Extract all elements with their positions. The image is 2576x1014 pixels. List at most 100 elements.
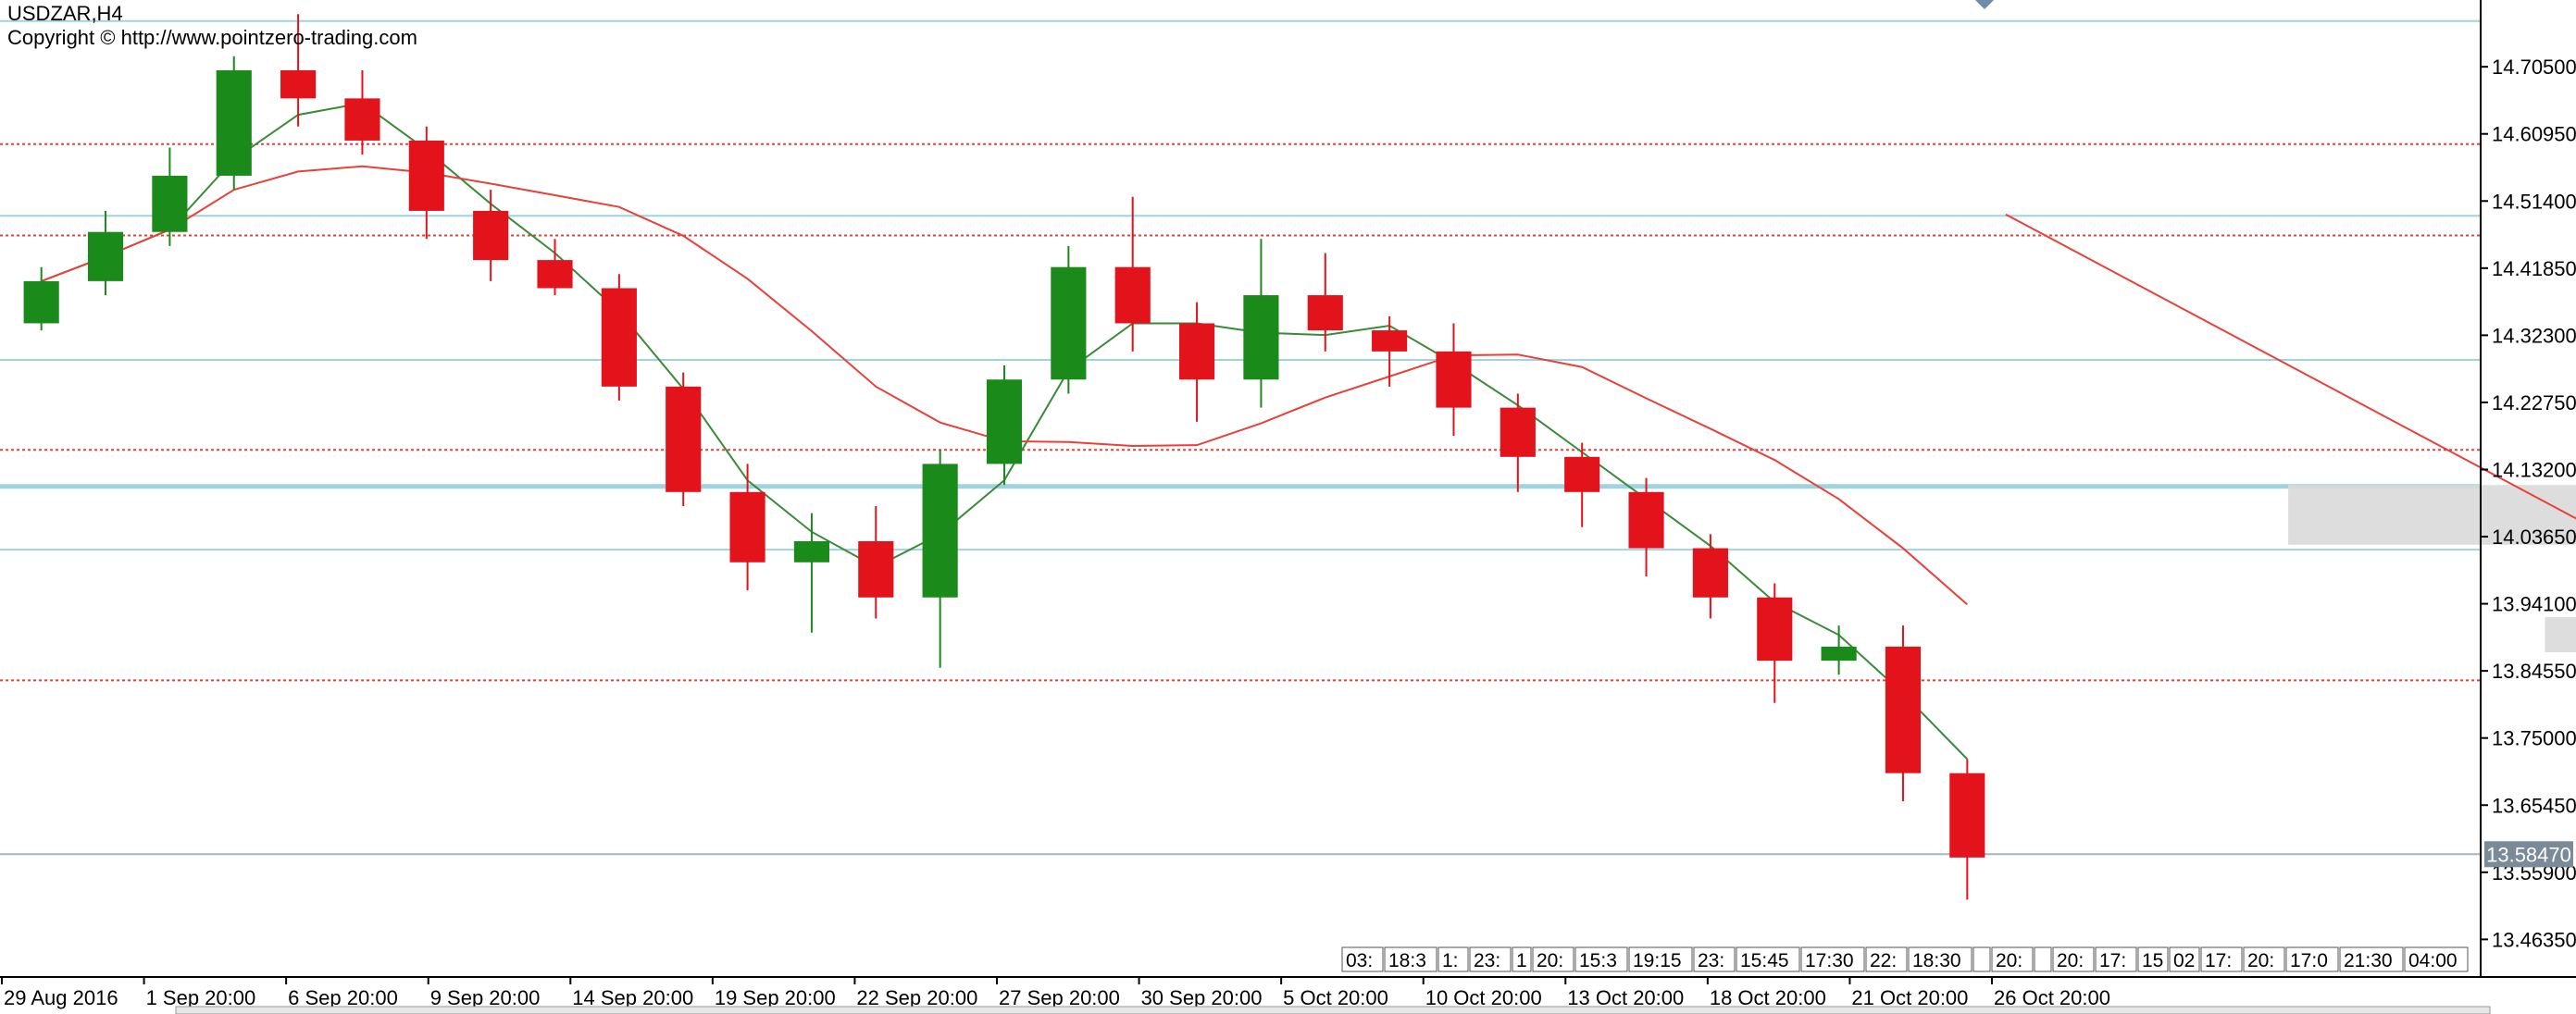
candle-body-5 [344,98,380,141]
y-tick-label-5: 14.22750 [2492,391,2576,414]
period-label-box-18 [2137,946,2169,972]
y-tick-label-7: 14.03650 [2492,526,2576,549]
candle-body-29 [1885,646,1922,773]
candle-body-28 [1821,646,1857,662]
period-label-box-22 [2285,946,2339,972]
trendline-group [2005,213,2576,520]
chart-copyright: Copyright © http://www.pointzero-trading… [7,26,417,49]
x-tick-label-13: 21 Oct 20:00 [1851,986,1968,1009]
trendline [2005,213,2576,520]
current-price-label: 13.58470 [2486,843,2571,866]
horizontal-levels [0,19,2481,856]
x-tick-label-11: 13 Oct 20:00 [1567,986,1684,1009]
y-tick-label-13: 13.46350 [2492,928,2576,951]
candle-body-23 [1500,407,1536,457]
period-label-10: 17:30 [1805,950,1854,971]
period-label-21: 20: [2247,950,2274,971]
candle-body-13 [858,540,894,598]
x-tick-label-4: 14 Sep 20:00 [572,986,693,1009]
period-label-box-13 [1972,946,1991,972]
x-tick-label-3: 9 Sep 20:00 [430,986,541,1009]
candle-body-21 [1372,330,1408,352]
x-tick-label-8: 30 Sep 20:00 [1141,986,1263,1009]
x-tick-label-5: 19 Sep 20:00 [715,986,836,1009]
x-tick-label-7: 27 Sep 20:00 [999,986,1120,1009]
candle-body-2 [152,175,188,232]
candle-body-0 [23,280,59,324]
period-label-19: 02 [2173,950,2195,971]
candle-body-17 [1114,266,1151,324]
candle-body-22 [1436,351,1472,408]
x-tick-label-6: 22 Sep 20:00 [856,986,977,1009]
period-label-box-23 [2339,946,2404,972]
period-label-24: 04:00 [2408,950,2458,971]
current-price-tag: 13.58470 [2484,841,2573,868]
period-label-16: 20: [2057,950,2084,971]
y-tick-label-10: 13.75000 [2492,727,2576,750]
candle-body-1 [87,231,124,281]
period-label-box-14 [1991,946,2034,972]
price-axis-ticks: 14.70500 14.60950 14.51400 14.41850 14.32300… [2481,56,2576,951]
candle-body-9 [601,288,637,387]
period-label-box-21 [2243,946,2285,972]
period-label-box-6 [1574,946,1628,972]
candle-body-12 [793,540,830,563]
period-label-box-10 [1800,946,1865,972]
candle-body-18 [1178,323,1215,380]
y-tick-label-2: 14.51400 [2492,190,2576,213]
period-separator-labels: 03: 18:3 1: 23: 1 20: 15:3 19:15 23: 15:45 17:30 22… [1341,946,2469,972]
supply-demand-zones [2288,485,2576,653]
period-label-14: 20: [1996,950,2022,971]
period-label-3: 23: [1474,950,1500,971]
period-label-1: 18:3 [1388,950,1426,971]
period-label-17: 17: [2099,950,2126,971]
period-label-box-8 [1693,946,1736,972]
current-price-background [2484,841,2573,868]
candle-body-19 [1243,295,1279,380]
y-tick-label-4: 14.32300 [2492,324,2576,347]
x-tick-label-1: 1 Sep 20:00 [146,986,256,1009]
period-label-20: 17: [2205,950,2232,971]
y-tick-label-1: 14.60950 [2492,123,2576,146]
x-tick-label-9: 5 Oct 20:00 [1283,986,1388,1009]
period-label-box-9 [1736,946,1800,972]
x-tick-label-10: 10 Oct 20:00 [1425,986,1542,1009]
candle-body-8 [537,260,573,289]
period-label-box-2 [1437,946,1469,972]
period-label-11: 22: [1870,950,1897,971]
horizontal-scrollbar[interactable] [175,1006,2491,1014]
period-label-box-16 [2052,946,2095,972]
candle-body-15 [986,379,1023,464]
period-label-box-4 [1512,946,1532,972]
period-label-22: 17:0 [2290,950,2328,971]
period-label-box-24 [2404,946,2469,972]
candle-body-30 [1949,773,1985,858]
y-tick-label-0: 14.70500 [2492,56,2576,79]
candle-body-20 [1307,295,1343,331]
period-label-box-15 [2034,946,2052,972]
candle-body-16 [1051,266,1087,380]
period-label-7: 19:15 [1633,950,1682,971]
x-tick-label-14: 26 Oct 20:00 [1994,986,2110,1009]
candle-body-6 [408,140,444,211]
candle-body-25 [1628,491,1664,549]
y-tick-label-8: 13.94100 [2492,593,2576,616]
candle-body-3 [216,69,252,176]
chart-symbol-title: USDZAR,H4 [7,2,123,25]
x-tick-label-12: 18 Oct 20:00 [1710,986,1826,1009]
candle-body-7 [473,210,509,261]
period-label-8: 23: [1698,950,1724,971]
period-label-9: 15:45 [1740,950,1789,971]
x-tick-label-2: 6 Sep 20:00 [288,986,398,1009]
period-label-box-17 [2095,946,2137,972]
candle-body-4 [280,69,317,99]
period-label-box-19 [2169,946,2200,972]
candle-body-24 [1564,456,1600,492]
chart-shift-marker-icon[interactable] [1975,0,1994,9]
period-label-box-20 [2200,946,2243,972]
period-label-6: 15:3 [1579,950,1617,971]
period-label-0: 03: [1346,950,1373,971]
period-label-23: 21:30 [2344,950,2393,971]
